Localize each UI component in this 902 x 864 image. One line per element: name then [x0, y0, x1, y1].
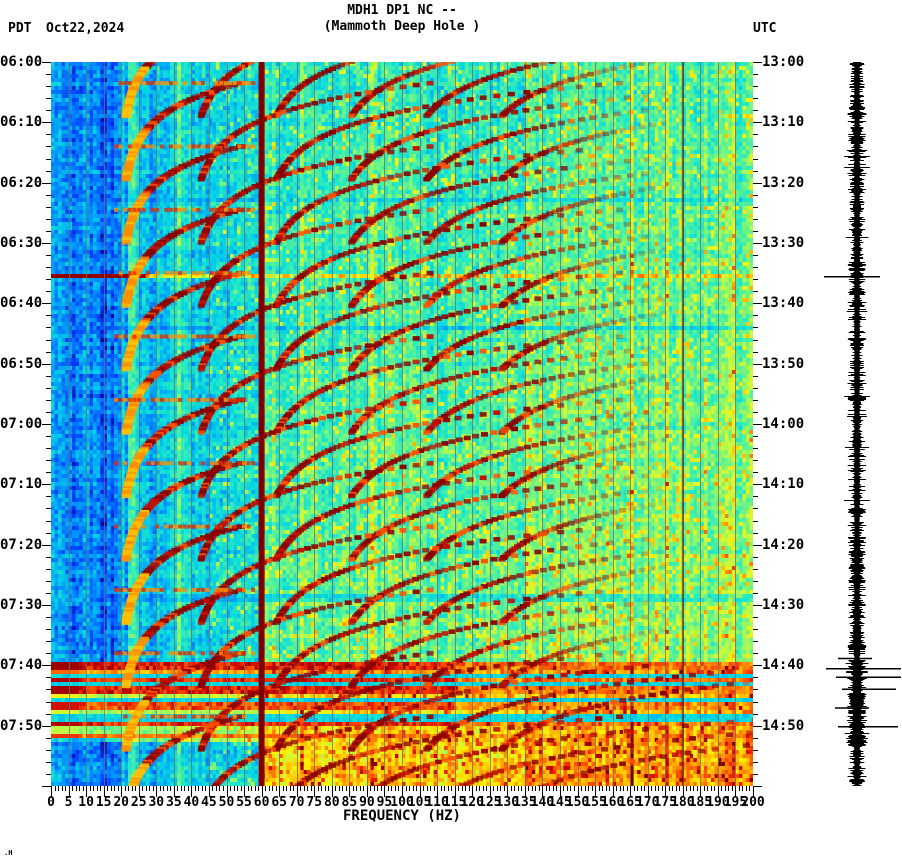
left-time-tick-label: 06:40 — [0, 295, 43, 312]
left-time-tick-label: 06:00 — [0, 54, 43, 70]
right-time-tick-label: 13:50 — [762, 355, 805, 372]
freq-tick-label: 20 — [113, 795, 130, 810]
freq-tick-label: 165 — [618, 795, 642, 810]
freq-tick-label: 45 — [201, 795, 217, 810]
freq-tick-label: 105 — [407, 795, 432, 810]
freq-tick-label: 100 — [390, 795, 414, 810]
x-axis-title: FREQUENCY (HZ) — [342, 808, 461, 824]
right-time-tick-label: 14:30 — [762, 597, 805, 613]
left-time-tick-label: 07:00 — [0, 416, 43, 432]
freq-tick-label: 200 — [741, 795, 765, 810]
freq-tick-label: 180 — [671, 795, 695, 810]
plot-title: MDH1 DP1 NC -- — [347, 3, 457, 18]
freq-tick-label: 90 — [359, 795, 375, 810]
freq-tick-label: 150 — [565, 795, 590, 810]
freq-tick-label: 190 — [706, 795, 730, 810]
right-time-tick-label: 13:20 — [762, 174, 805, 191]
corner-mark: .H — [4, 849, 13, 857]
freq-tick-label: 125 — [478, 795, 502, 810]
left-timezone-label: PDT — [8, 21, 32, 36]
freq-tick-label: 75 — [306, 795, 323, 810]
freq-tick-label: 155 — [583, 795, 607, 810]
right-time-tick-label: 13:10 — [762, 114, 805, 131]
freq-tick-label: 95 — [376, 795, 393, 810]
right-time-tick-label: 14:00 — [762, 416, 805, 432]
freq-tick-label: 30 — [148, 795, 165, 810]
spectrogram-canvas — [51, 62, 753, 786]
freq-tick-label: 80 — [323, 795, 340, 810]
right-timezone-label: UTC — [753, 21, 777, 36]
freq-tick-label: 185 — [688, 795, 713, 810]
freq-tick-label: 115 — [442, 795, 467, 810]
plot-subtitle: (Mammoth Deep Hole ) — [323, 19, 481, 34]
left-time-tick-label: 06:20 — [0, 174, 43, 191]
right-time-tick-label: 13:30 — [762, 235, 805, 251]
left-time-tick-label: 07:30 — [0, 597, 43, 613]
freq-tick-label: 135 — [513, 795, 537, 810]
seismogram-trace-canvas — [808, 62, 902, 786]
left-time-tick-label: 07:50 — [0, 717, 43, 734]
freq-tick-label: 70 — [288, 795, 305, 810]
right-time-tick-label: 13:00 — [762, 54, 805, 70]
left-time-tick-label: 06:30 — [0, 235, 43, 251]
freq-tick-label: 110 — [425, 795, 449, 810]
freq-tick-label: 170 — [635, 795, 660, 810]
freq-tick-label: 60 — [253, 795, 270, 810]
freq-tick-label: 50 — [218, 795, 235, 810]
right-time-tick-label: 14:20 — [762, 536, 805, 553]
freq-tick-label: 120 — [460, 795, 484, 810]
date-label: Oct22,2024 — [46, 21, 125, 36]
freq-tick-label: 130 — [495, 795, 520, 810]
freq-tick-label: 10 — [78, 795, 94, 810]
freq-tick-label: 55 — [236, 795, 252, 810]
right-time-tick-label: 14:10 — [762, 476, 805, 493]
freq-tick-label: 140 — [530, 795, 555, 810]
left-time-tick-label: 06:10 — [0, 114, 43, 131]
right-time-tick-label: 14:50 — [762, 717, 805, 734]
freq-tick-label: 0 — [47, 795, 55, 810]
freq-tick-label: 65 — [271, 795, 287, 810]
freq-tick-label: 85 — [341, 795, 358, 810]
left-time-tick-label: 07:20 — [0, 536, 43, 553]
freq-tick-label: 175 — [653, 795, 677, 810]
freq-tick-label: 25 — [130, 795, 147, 810]
right-time-tick-label: 13:40 — [762, 295, 805, 312]
freq-tick-label: 195 — [723, 795, 748, 810]
freq-tick-label: 35 — [166, 795, 182, 810]
right-time-tick-label: 14:40 — [762, 657, 805, 674]
freq-tick-label: 5 — [64, 795, 73, 810]
left-time-tick-label: 07:40 — [0, 657, 43, 674]
left-time-tick-label: 06:50 — [0, 355, 43, 372]
freq-tick-label: 40 — [183, 795, 200, 810]
left-time-tick-label: 07:10 — [0, 476, 43, 493]
freq-tick-label: 145 — [548, 795, 572, 810]
freq-tick-label: 15 — [95, 795, 112, 810]
freq-tick-label: 160 — [600, 795, 625, 810]
